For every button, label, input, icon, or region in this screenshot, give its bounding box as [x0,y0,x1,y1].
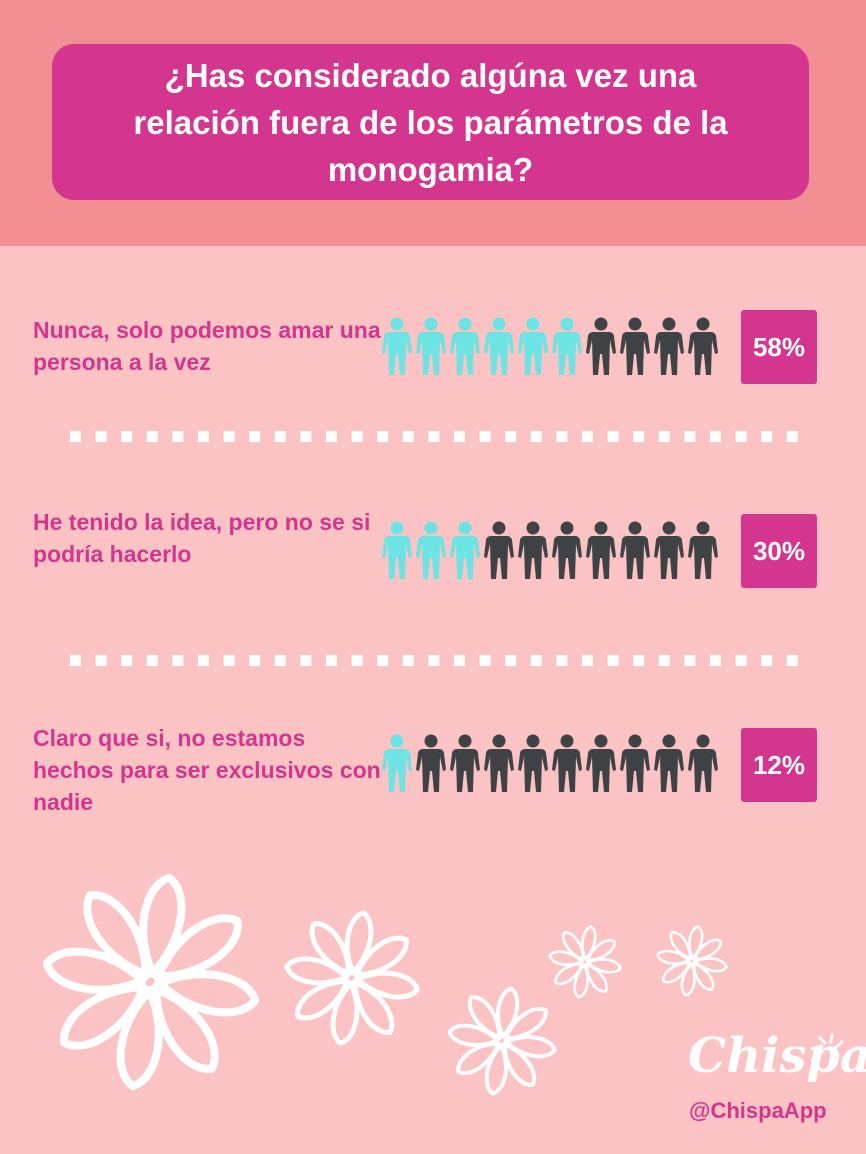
person-icon [484,317,514,375]
answer-label-2: He tenido la idea, pero no se si podría … [33,509,371,567]
flower-icon [284,910,420,1046]
person-icon [552,317,582,375]
person-icon [518,734,548,792]
person-icon [654,734,684,792]
percent-badge-2: 30% [741,514,817,588]
person-icon [688,317,718,375]
person-icon [620,317,650,375]
dotted-divider [70,655,798,666]
person-icon [620,521,650,579]
answer-label-3: Claro que si, no estamos hechos para ser… [33,725,381,815]
person-icon [450,521,480,579]
flower-icon [42,873,260,1091]
flower-icon [447,986,557,1096]
social-handle: @ChispaApp [689,1098,827,1123]
person-icon [382,734,412,792]
percent-badge-3: 12% [741,728,817,802]
person-icon [450,317,480,375]
title-box: ¿Has considerado algúna vez una relación… [52,44,809,200]
person-icon [552,521,582,579]
page-title: ¿Has considerado algúna vez una relación… [133,56,728,188]
person-icon [654,317,684,375]
person-icon [518,521,548,579]
person-icon [620,734,650,792]
person-icon [654,521,684,579]
person-icon [416,317,446,375]
person-icon [450,734,480,792]
chispa-logo: Chispa [688,1028,866,1084]
person-icon [518,317,548,375]
person-icon [382,317,412,375]
percent-badge-1: 58% [741,310,817,384]
person-icon [586,521,616,579]
person-icon [586,734,616,792]
icon-row-1 [382,317,718,375]
person-icon [382,521,412,579]
answer-label-1: Nunca, solo podemos amar una persona a l… [33,317,381,375]
flower-icon [656,925,728,997]
sparkle-icon [810,1033,844,1062]
person-icon [416,521,446,579]
person-icon [416,734,446,792]
dotted-divider [70,431,798,442]
person-icon [552,734,582,792]
person-icon [484,734,514,792]
icon-row-2 [382,521,718,579]
person-icon [688,521,718,579]
person-icon [484,521,514,579]
person-icon [688,734,718,792]
person-icon [586,317,616,375]
icon-row-3 [382,734,718,792]
flower-icon [548,925,622,999]
